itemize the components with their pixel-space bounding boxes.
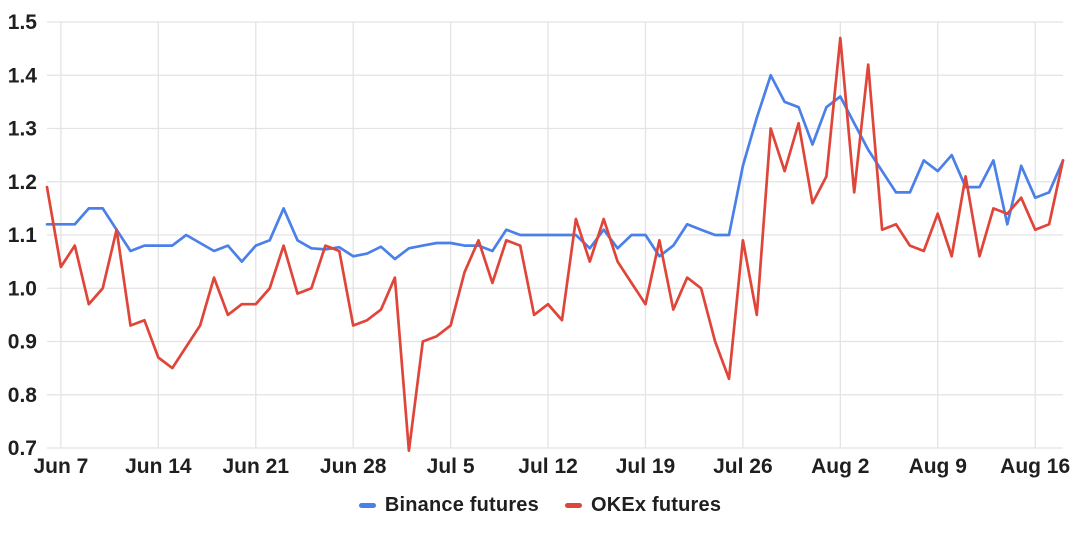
y-axis-tick-label: 1.2 [8, 171, 37, 194]
x-axis-tick-label: Jul 19 [616, 455, 676, 478]
series-line-okex-futures [45, 36, 1065, 453]
x-axis-tick-label: Jun 21 [223, 455, 290, 478]
x-axis-tick-label: Aug 2 [811, 455, 869, 478]
x-axis-tick-label: Jun 14 [125, 455, 192, 478]
x-axis-tick-label: Aug 16 [1000, 455, 1070, 478]
x-axis-tick-label: Jul 5 [427, 455, 475, 478]
legend-label-okex: OKEx futures [590, 494, 722, 516]
legend-item-binance-futures: Binance futures [358, 494, 539, 517]
y-axis-tick-label: 0.7 [8, 437, 37, 460]
series-line-binance-futures [45, 73, 1065, 263]
y-axis-tick-label: 1.4 [8, 64, 38, 87]
x-axis-tick-label: Jul 26 [713, 455, 773, 478]
y-axis-tick-label: 0.9 [8, 331, 37, 354]
x-axis-tick-label: Jun 7 [33, 455, 88, 478]
legend-label-binance: Binance futures [384, 494, 539, 516]
chart-legend: Binance futures OKEx futures [0, 494, 1080, 517]
y-axis-tick-label: 1.3 [8, 118, 37, 141]
x-axis-tick-label: Jun 28 [320, 455, 387, 478]
y-axis-tick-label: 1.5 [8, 11, 38, 34]
legend-swatch-okex-icon [564, 503, 582, 508]
x-axis-tick-label: Aug 9 [909, 455, 967, 478]
legend-item-okex-futures: OKEx futures [564, 494, 722, 517]
y-axis-tick-label: 0.8 [8, 384, 38, 407]
y-axis-tick-label: 1.0 [8, 277, 37, 300]
x-axis-tick-label: Jul 12 [518, 455, 578, 478]
legend-swatch-binance-icon [358, 503, 376, 508]
y-axis-tick-label: 1.1 [8, 224, 38, 247]
